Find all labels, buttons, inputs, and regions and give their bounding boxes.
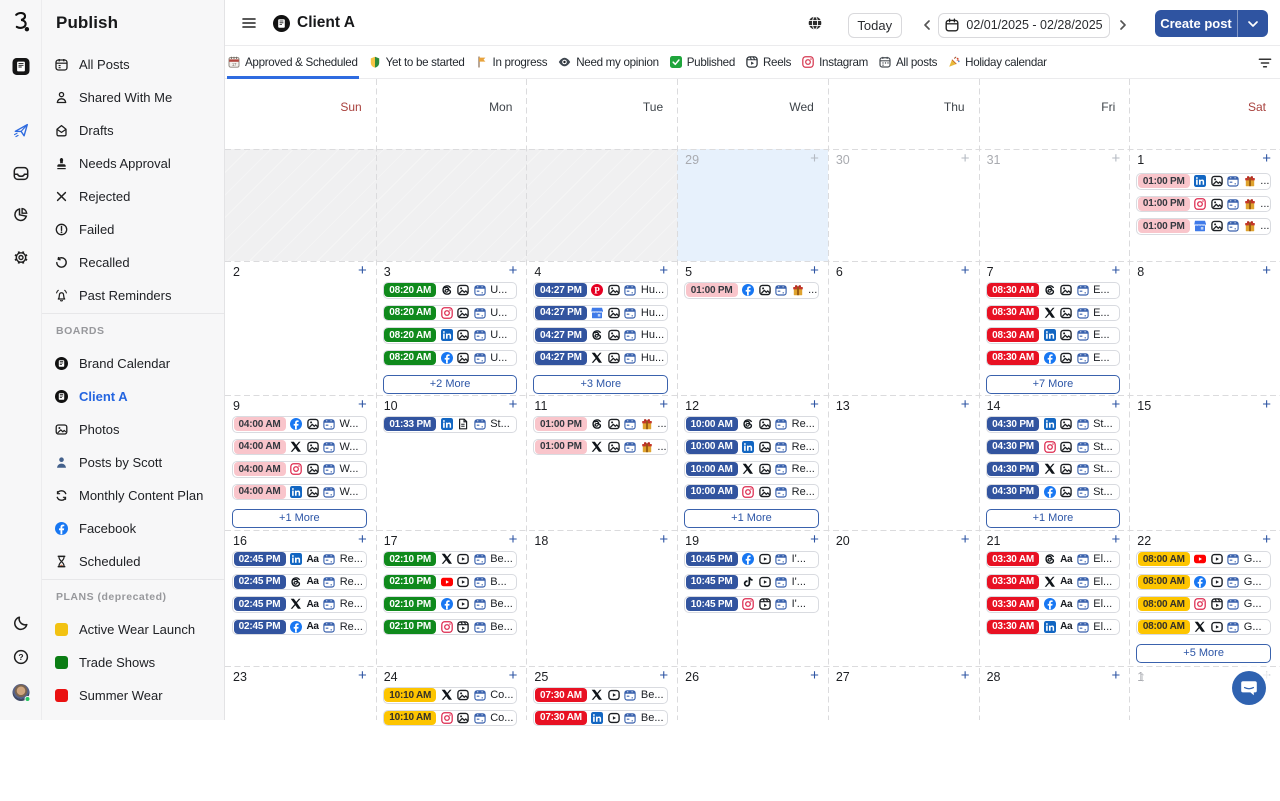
svg-text:17: 17 bbox=[232, 62, 237, 67]
svg-text:P: P bbox=[595, 286, 601, 296]
svg-text:?: ? bbox=[18, 652, 23, 662]
